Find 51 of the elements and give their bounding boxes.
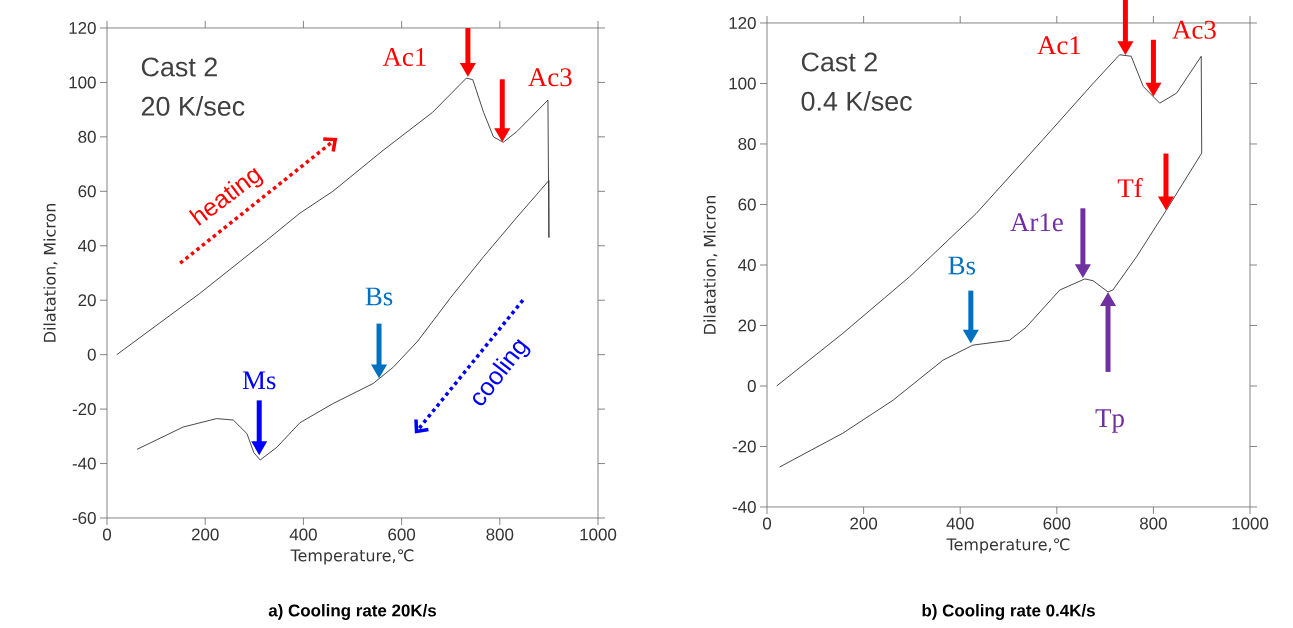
x-tick-label: 200 xyxy=(191,528,219,541)
y-tick-label: 20 xyxy=(738,319,756,332)
x-tick-label: 0 xyxy=(762,517,772,530)
annotation: Cast 2 xyxy=(801,52,877,72)
y-tick-label: -40 xyxy=(72,457,96,470)
y-tick-label: 0 xyxy=(747,379,756,392)
y-tick-label: 120 xyxy=(69,21,96,34)
y-tick-label: -20 xyxy=(72,403,96,416)
y-axis-title: Dilatation, Micron xyxy=(43,204,58,342)
annotation: Ac3 xyxy=(528,68,572,87)
y-tick-label: -20 xyxy=(732,440,756,453)
annotation: Ac3 xyxy=(1172,20,1216,39)
x-tick-label: 400 xyxy=(289,528,317,541)
annotation: 0.4 K/sec xyxy=(801,91,912,111)
y-tick-label: 100 xyxy=(729,77,756,90)
y-tick-label: 80 xyxy=(78,130,96,143)
x-tick-label: 800 xyxy=(1140,517,1167,530)
x-axis-title: Temperature,℃ xyxy=(946,538,1070,554)
annotation: Ac1 xyxy=(1037,36,1081,55)
text: a) Cooling rate 20K/s xyxy=(268,604,437,620)
x-tick-label: 400 xyxy=(946,517,974,530)
annotation: Cast 2 xyxy=(141,57,217,77)
y-tick-label: 40 xyxy=(738,258,756,271)
x-tick-label: 600 xyxy=(1043,517,1071,530)
y-tick-label: -40 xyxy=(732,500,756,513)
y-tick-label: 120 xyxy=(729,16,756,29)
x-tick-label: 800 xyxy=(486,528,514,541)
annotation: Tp xyxy=(1095,409,1124,433)
y-tick-label: 60 xyxy=(78,185,96,198)
annotation: 20 K/sec xyxy=(141,96,245,116)
x-axis-title: Temperature,℃ xyxy=(290,549,414,565)
y-tick-label: 0 xyxy=(87,348,96,361)
y-tick-label: 40 xyxy=(78,239,96,252)
x-tick-label: 1000 xyxy=(1232,517,1269,530)
annotation: Bs xyxy=(365,287,393,306)
annotation: Bs xyxy=(948,256,976,275)
x-tick-label: 1000 xyxy=(580,528,617,541)
annotation: Ar1e xyxy=(1010,213,1063,232)
annotation: Tf xyxy=(1117,178,1143,197)
y-tick-label: 80 xyxy=(738,137,756,150)
y-tick-label: 60 xyxy=(738,198,756,211)
y-tick-label: 20 xyxy=(78,294,96,307)
annotation: Ms xyxy=(242,371,276,390)
y-tick-label: 100 xyxy=(69,76,96,89)
x-tick-label: 600 xyxy=(388,528,416,541)
text: b) Cooling rate 0.4K/s xyxy=(922,604,1095,620)
annotation: Ac1 xyxy=(382,47,426,66)
x-tick-label: 0 xyxy=(102,528,112,541)
x-tick-label: 200 xyxy=(850,517,878,530)
y-axis-title: Dilatation, Micron xyxy=(703,196,718,334)
y-tick-label: -60 xyxy=(72,511,96,524)
